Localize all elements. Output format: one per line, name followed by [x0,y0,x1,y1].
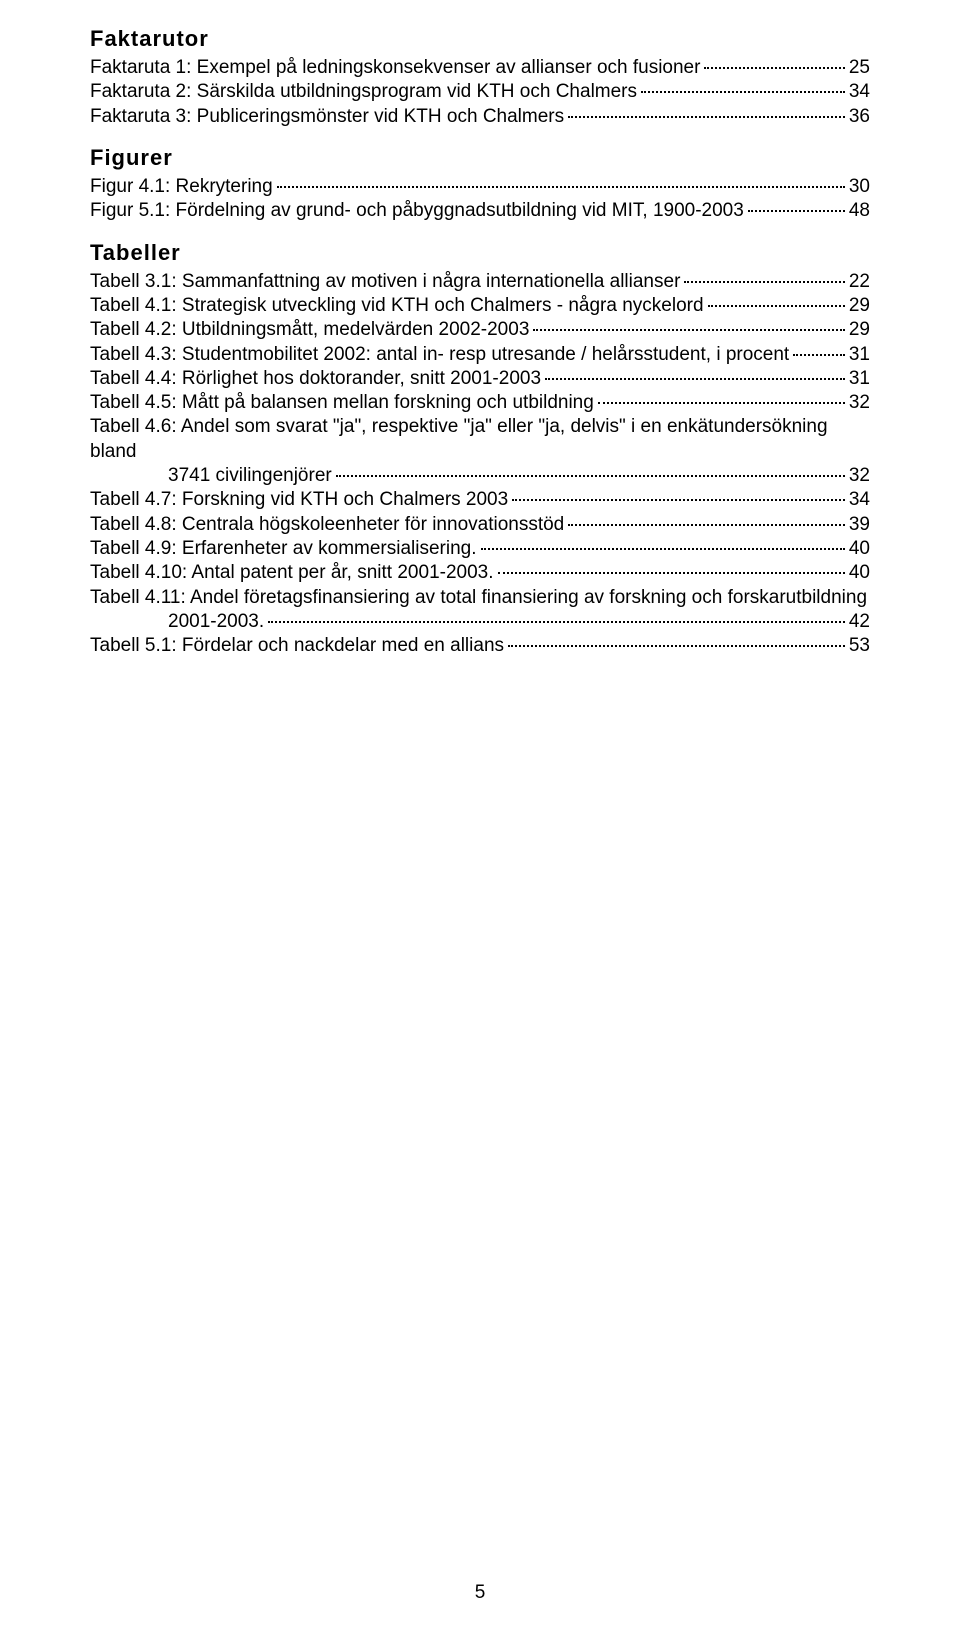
toc-entry: Tabell 4.10: Antal patent per år, snitt … [90,561,870,585]
toc-entry-label: Tabell 4.3: Studentmobilitet 2002: antal… [90,343,789,367]
toc-entry-page: 34 [849,488,870,512]
toc-entry-label: Faktaruta 1: Exempel på ledningskonsekve… [90,56,700,80]
toc-entry-label: Tabell 4.6: Andel som svarat "ja", respe… [90,415,870,464]
heading-tabeller: Tabeller [90,240,870,266]
toc-entry: Tabell 4.3: Studentmobilitet 2002: antal… [90,343,870,367]
leader-dots [508,645,845,647]
toc-entry: Tabell 4.7: Forskning vid KTH och Chalme… [90,488,870,512]
toc-entry-label: Tabell 3.1: Sammanfattning av motiven i … [90,270,680,294]
toc-entry-page: 42 [849,610,870,634]
leader-dots [568,524,845,526]
toc-entry-label: Tabell 4.10: Antal patent per år, snitt … [90,561,494,585]
figurer-list: Figur 4.1: Rekrytering 30Figur 5.1: Förd… [90,175,870,224]
toc-entry-label: Faktaruta 2: Särskilda utbildningsprogra… [90,80,637,104]
leader-dots [336,475,845,477]
toc-entry-label: Tabell 4.9: Erfarenheter av kommersialis… [90,537,477,561]
toc-entry-label: Tabell 4.1: Strategisk utveckling vid KT… [90,294,704,318]
toc-entry: Tabell 4.11: Andel företagsfinansiering … [90,586,870,635]
toc-entry-page: 48 [849,199,870,223]
toc-entry: Tabell 4.8: Centrala högskoleenheter för… [90,513,870,537]
leader-dots [498,572,845,574]
toc-entry-label: Tabell 4.7: Forskning vid KTH och Chalme… [90,488,508,512]
toc-entry-page: 53 [849,634,870,658]
faktarutor-list: Faktaruta 1: Exempel på ledningskonsekve… [90,56,870,129]
toc-entry-page: 40 [849,537,870,561]
toc-entry-page: 30 [849,175,870,199]
leader-dots [545,378,845,380]
toc-entry: Figur 5.1: Fördelning av grund- och påby… [90,199,870,223]
leader-dots [268,621,845,623]
leader-dots [748,210,845,212]
toc-entry: Tabell 4.9: Erfarenheter av kommersialis… [90,537,870,561]
toc-entry: Tabell 4.4: Rörlighet hos doktorander, s… [90,367,870,391]
toc-entry-label: 2001-2003. [90,610,264,634]
leader-dots [684,281,844,283]
toc-entry-label: 3741 civilingenjörer [90,464,332,488]
heading-faktarutor: Faktarutor [90,26,870,52]
toc-entry-page: 31 [849,367,870,391]
tabeller-list: Tabell 3.1: Sammanfattning av motiven i … [90,270,870,659]
toc-entry-continuation: 2001-2003. 42 [90,610,870,634]
toc-entry-label: Figur 5.1: Fördelning av grund- och påby… [90,199,744,223]
toc-entry-label: Faktaruta 3: Publiceringsmönster vid KTH… [90,105,564,129]
leader-dots [481,548,845,550]
toc-entry: Faktaruta 1: Exempel på ledningskonsekve… [90,56,870,80]
leader-dots [704,67,844,69]
page-container: Faktarutor Faktaruta 1: Exempel på ledni… [0,0,960,1644]
toc-entry: Figur 4.1: Rekrytering 30 [90,175,870,199]
toc-entry: Faktaruta 2: Särskilda utbildningsprogra… [90,80,870,104]
toc-entry-page: 34 [849,80,870,104]
toc-entry-continuation: 3741 civilingenjörer 32 [90,464,870,488]
toc-entry-label: Tabell 4.8: Centrala högskoleenheter för… [90,513,564,537]
leader-dots [708,305,845,307]
page-number: 5 [0,1582,960,1604]
toc-entry-label: Tabell 4.5: Mått på balansen mellan fors… [90,391,594,415]
toc-entry-page: 29 [849,318,870,342]
leader-dots [512,499,845,501]
toc-entry-page: 40 [849,561,870,585]
toc-entry: Tabell 4.1: Strategisk utveckling vid KT… [90,294,870,318]
toc-entry: Tabell 3.1: Sammanfattning av motiven i … [90,270,870,294]
toc-entry: Tabell 4.5: Mått på balansen mellan fors… [90,391,870,415]
toc-entry-page: 29 [849,294,870,318]
toc-entry-label: Tabell 5.1: Fördelar och nackdelar med e… [90,634,504,658]
leader-dots [568,116,845,118]
toc-entry-page: 39 [849,513,870,537]
toc-entry-page: 22 [849,270,870,294]
toc-entry-page: 36 [849,105,870,129]
toc-entry-label: Tabell 4.4: Rörlighet hos doktorander, s… [90,367,541,391]
toc-entry-label: Tabell 4.2: Utbildningsmått, medelvärden… [90,318,529,342]
leader-dots [641,91,845,93]
toc-entry: Tabell 5.1: Fördelar och nackdelar med e… [90,634,870,658]
toc-entry: Faktaruta 3: Publiceringsmönster vid KTH… [90,105,870,129]
leader-dots [793,354,845,356]
toc-entry-label: Figur 4.1: Rekrytering [90,175,273,199]
toc-entry-page: 31 [849,343,870,367]
toc-entry-page: 25 [849,56,870,80]
leader-dots [277,186,845,188]
toc-entry-label: Tabell 4.11: Andel företagsfinansiering … [90,586,870,610]
toc-entry-page: 32 [849,464,870,488]
toc-entry-page: 32 [849,391,870,415]
leader-dots [533,329,844,331]
toc-entry: Tabell 4.2: Utbildningsmått, medelvärden… [90,318,870,342]
toc-entry: Tabell 4.6: Andel som svarat "ja", respe… [90,415,870,488]
leader-dots [598,402,845,404]
heading-figurer: Figurer [90,145,870,171]
